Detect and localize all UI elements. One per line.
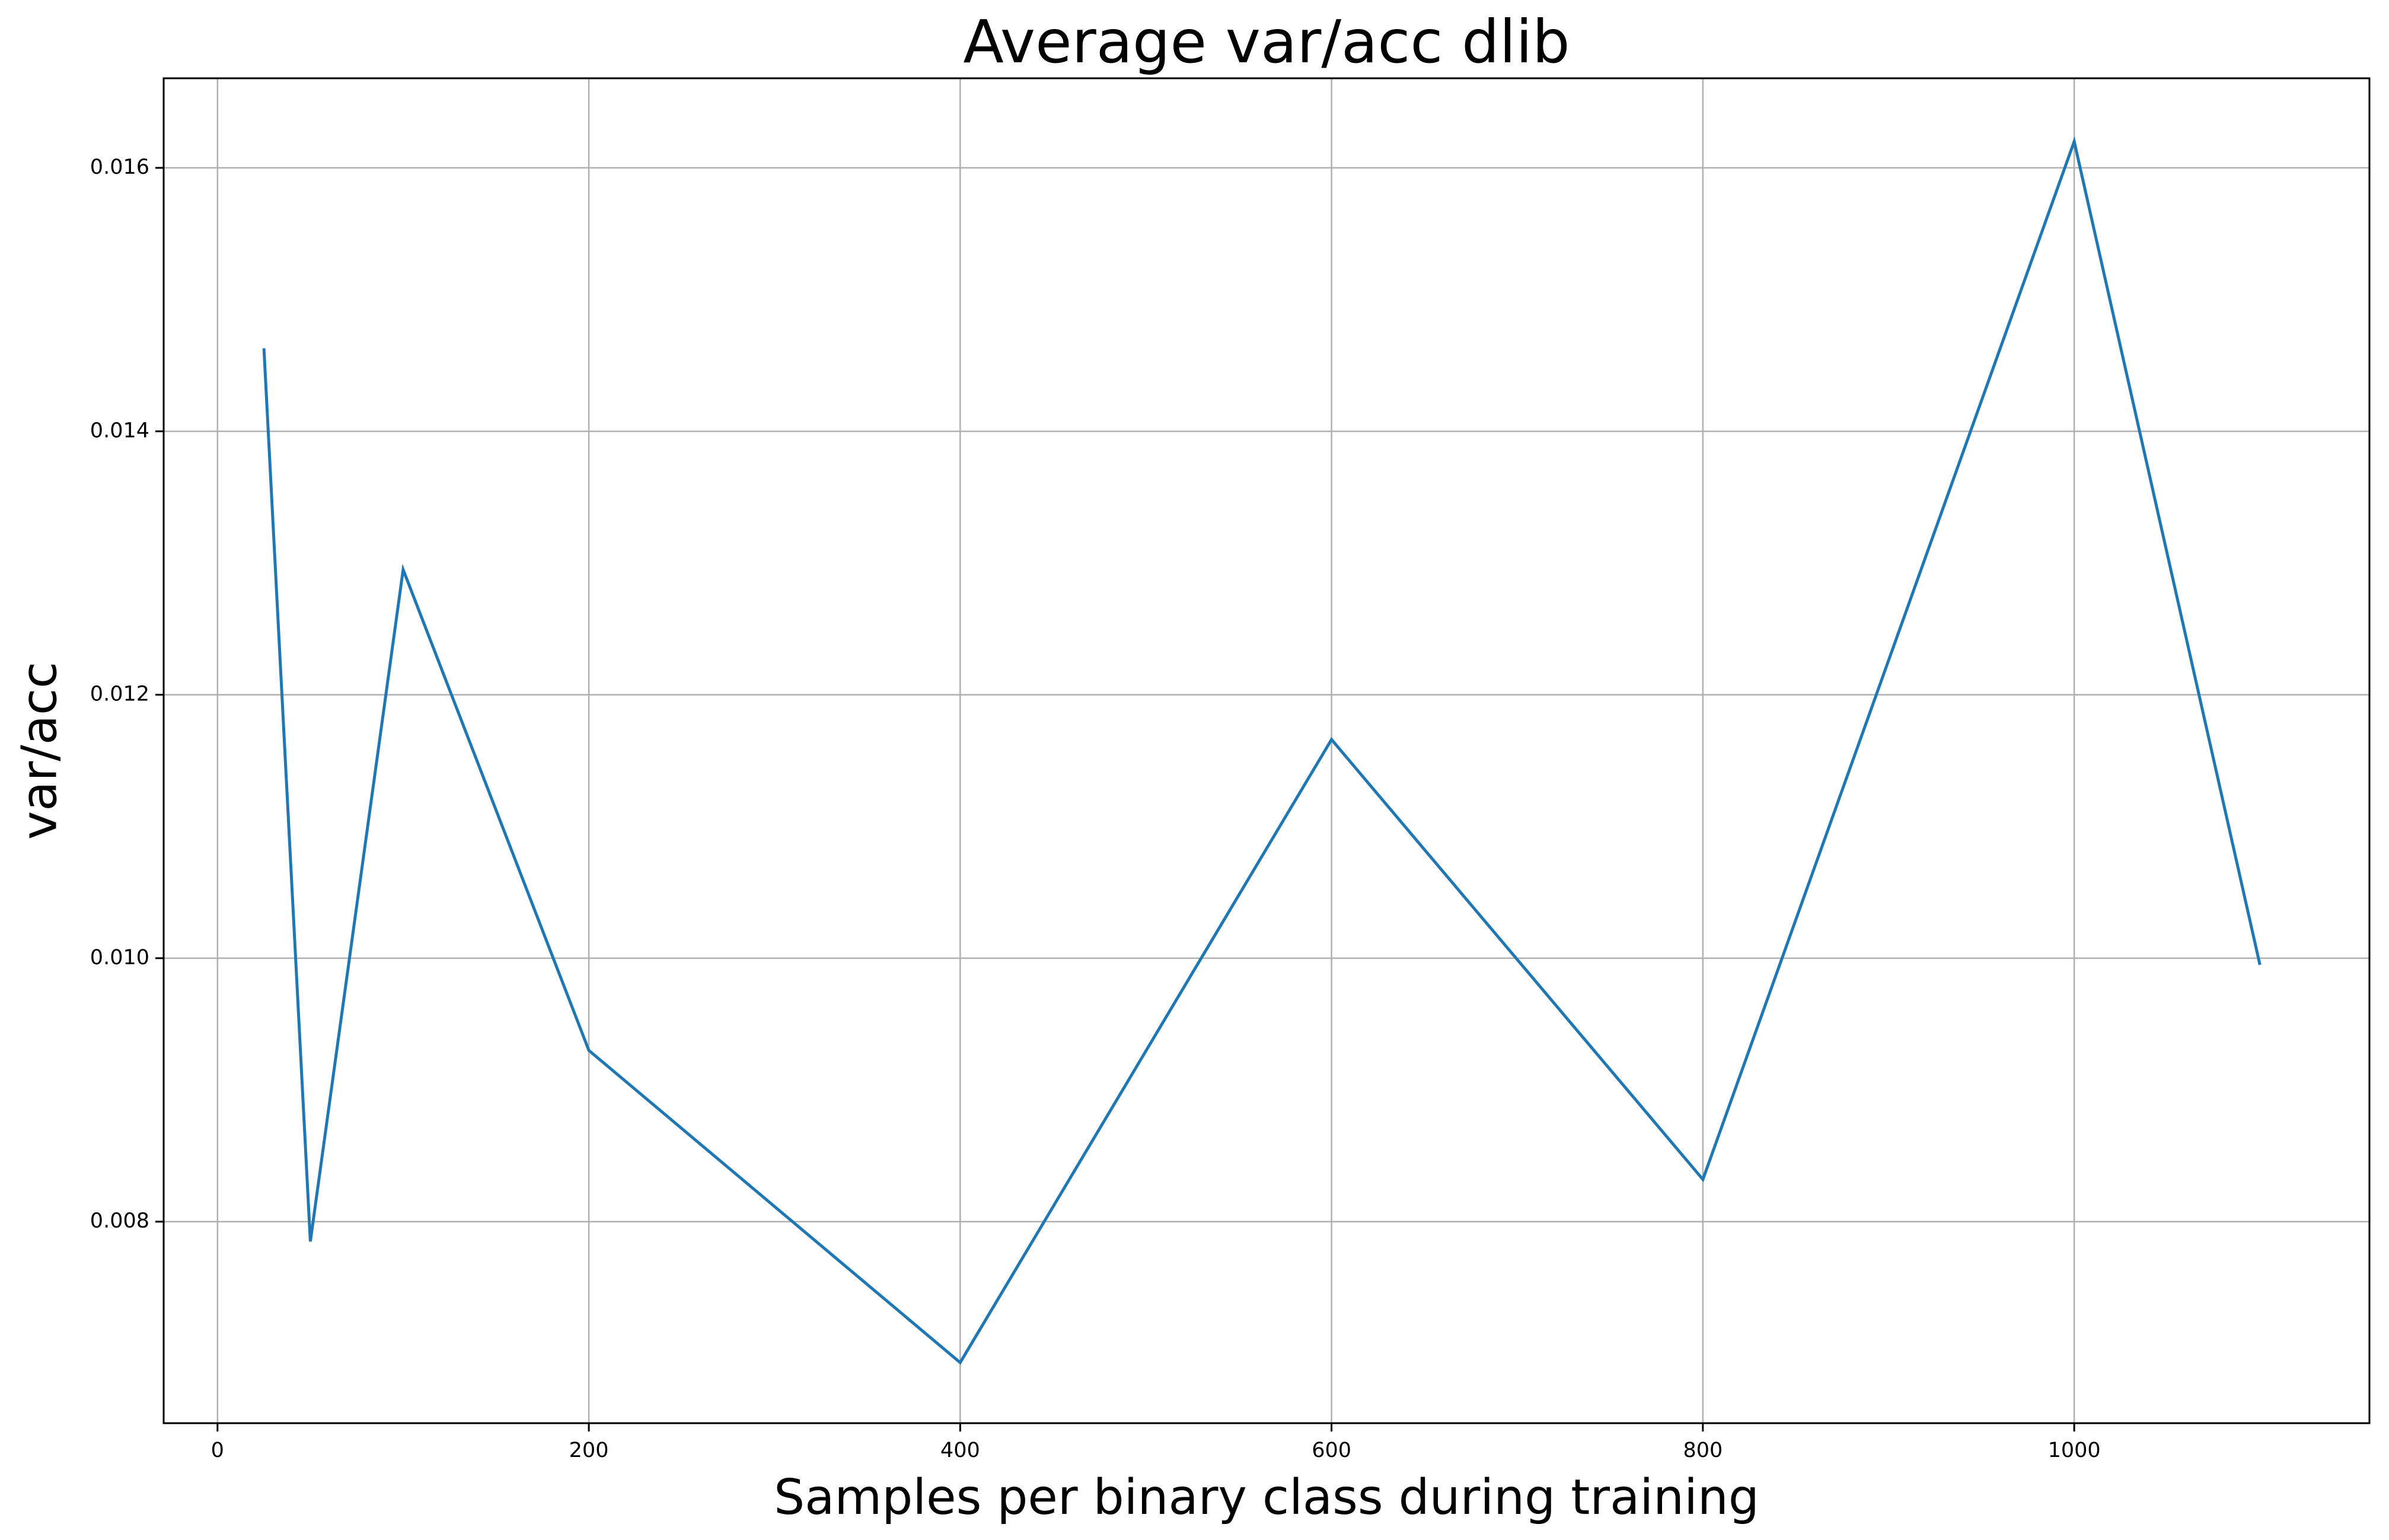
axis-ticks: 0 200 400 600 800 1000 0.008 0.010 0.012 0.014 0.0… xyxy=(90,155,2101,1462)
x-axis-label: Samples per binary class during training xyxy=(774,1469,1759,1526)
y-tick-label: 0.008 xyxy=(90,1209,149,1233)
x-tick-label: 600 xyxy=(1312,1439,1351,1462)
grid-lines xyxy=(164,78,2369,1423)
plot-area-frame xyxy=(162,77,2371,1424)
chart-title: Average var/acc dlib xyxy=(963,7,1570,76)
y-tick-label: 0.012 xyxy=(90,683,149,706)
y-axis-label: var/acc xyxy=(11,662,68,840)
y-tick-label: 0.014 xyxy=(90,419,149,442)
x-tick-label: 0 xyxy=(211,1439,224,1462)
y-tick-label: 0.016 xyxy=(90,155,149,179)
series-line xyxy=(262,136,2262,1365)
x-tick-label: 200 xyxy=(569,1439,609,1462)
y-tick-label: 0.010 xyxy=(90,946,149,970)
x-tick-label: 800 xyxy=(1683,1439,1723,1462)
x-tick-label: 400 xyxy=(940,1439,980,1462)
series-layer xyxy=(262,136,2262,1365)
x-tick-label: 1000 xyxy=(2048,1439,2101,1462)
